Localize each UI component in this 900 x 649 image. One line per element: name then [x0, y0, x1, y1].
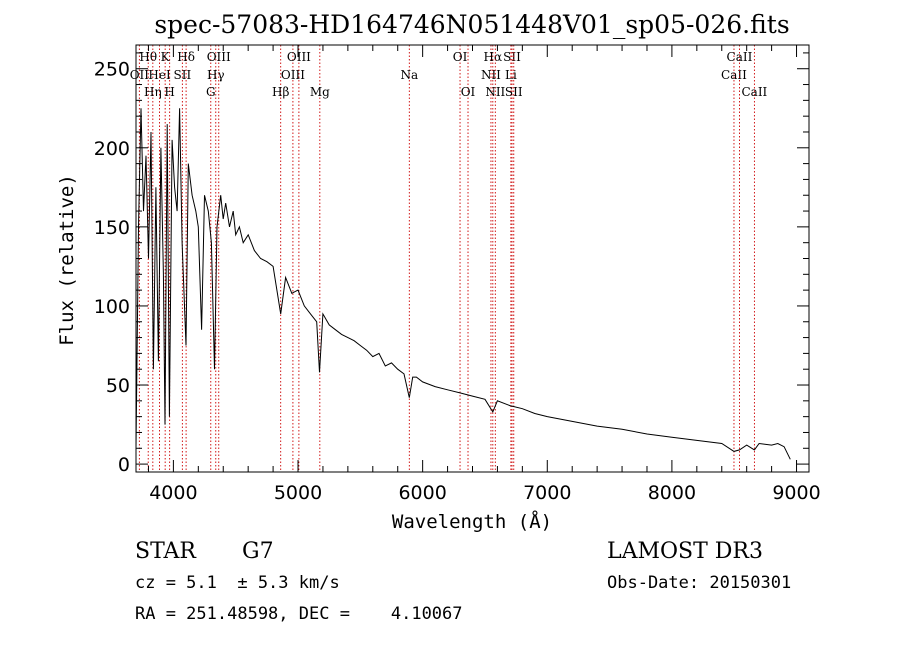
x-tick-label: 9000 — [772, 482, 820, 504]
line-marker-label: Hβ — [272, 85, 289, 99]
line-marker-label: HeI — [148, 68, 171, 82]
survey-name: LAMOST DR3 — [607, 539, 763, 564]
line-marker-label: CaII — [741, 85, 767, 99]
line-marker-label: OI — [461, 85, 476, 99]
line-marker-label: Li — [505, 68, 517, 82]
line-marker-label: Hγ — [207, 68, 225, 82]
line-marker-label: OII — [130, 68, 150, 82]
object-class: STAR — [135, 539, 197, 564]
observation-date: Obs-Date: 20150301 — [607, 573, 791, 593]
emission-line-markers: OIIHθHηHeIKHSIIHδGHγOIIIHβOIIIOIIIMgNaOI… — [130, 45, 768, 472]
y-tick-label: 200 — [94, 138, 130, 160]
x-tick-label: 7000 — [523, 482, 571, 504]
line-marker-label: OIII — [287, 50, 311, 64]
line-marker-label: SII — [503, 50, 521, 64]
line-marker-label: H — [164, 85, 174, 99]
line-marker-label: Mg — [310, 85, 330, 99]
line-marker-label: Na — [400, 68, 418, 82]
x-tick-label: 6000 — [398, 482, 446, 504]
x-tick-label: 5000 — [274, 482, 322, 504]
line-marker-label: CaII — [727, 50, 753, 64]
y-tick-label: 150 — [94, 217, 130, 239]
object-subclass: G7 — [242, 539, 274, 564]
y-tick-label: 250 — [94, 59, 130, 81]
line-marker-label: K — [161, 50, 171, 64]
y-tick-label: 0 — [118, 454, 130, 476]
line-marker-label: Hθ — [139, 50, 157, 64]
ra-dec-coordinates: RA = 251.48598, DEC = 4.10067 — [135, 604, 463, 624]
x-tick-label: 8000 — [648, 482, 696, 504]
y-tick-label: 100 — [94, 296, 130, 318]
line-marker-label: SII — [505, 85, 523, 99]
line-marker-label: NII — [485, 85, 505, 99]
y-tick-label: 50 — [106, 375, 130, 397]
line-marker-label: OIII — [207, 50, 231, 64]
flux-series-line — [135, 108, 791, 460]
line-marker-label: G — [206, 85, 216, 99]
line-marker-label: Hα — [484, 50, 503, 64]
line-marker-label: SII — [174, 68, 192, 82]
line-marker-label: Hη — [144, 85, 162, 99]
line-marker-label: NII — [481, 68, 501, 82]
redshift-cz: cz = 5.1 ± 5.3 km/s — [135, 573, 340, 593]
y-axis-label: Flux (relative) — [56, 174, 78, 346]
x-tick-label: 4000 — [149, 482, 197, 504]
line-marker-label: Hδ — [177, 50, 195, 64]
line-marker-label: CaII — [721, 68, 747, 82]
line-marker-label: OI — [453, 50, 468, 64]
chart-title: spec-57083-HD164746N051448V01_sp05-026.f… — [154, 10, 789, 39]
plot-frame — [135, 44, 810, 473]
line-marker-label: OIII — [281, 68, 305, 82]
x-axis-label: Wavelength (Å) — [392, 510, 552, 533]
axis-ticks: 4000 5000 6000 7000 8000 9000 0 50 100 150 200 250 — [94, 45, 821, 504]
